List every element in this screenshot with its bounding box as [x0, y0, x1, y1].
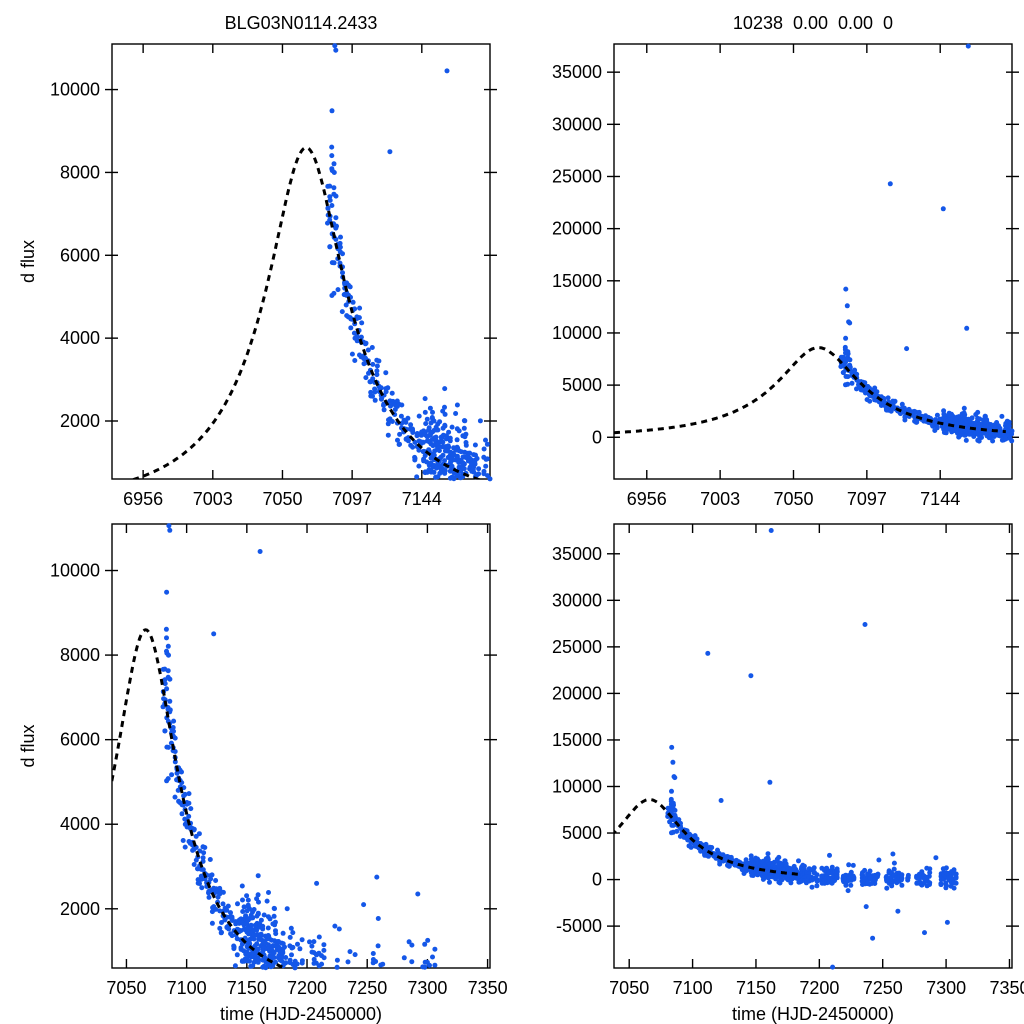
x-tick-label: 7050 [773, 489, 813, 509]
x-tick-label: 7144 [402, 489, 442, 509]
scatter-points [160, 523, 438, 971]
y-tick-label: -5000 [556, 916, 602, 936]
y-tick-label: 2000 [60, 411, 100, 431]
y-tick-label: 5000 [562, 823, 602, 843]
model-curve [614, 346, 1006, 435]
y-tick-label: 35000 [552, 62, 602, 82]
x-tick-label: 7144 [920, 489, 960, 509]
y-axis-label: d flux [18, 724, 38, 767]
y-tick-label: 30000 [552, 114, 602, 134]
x-tick-label: 7097 [847, 489, 887, 509]
x-tick-label: 7200 [287, 978, 327, 998]
y-tick-label: 0 [592, 870, 602, 890]
x-tick-label: 7003 [700, 489, 740, 509]
x-tick-label: 7350 [989, 978, 1024, 998]
x-tick-label: 7200 [799, 978, 839, 998]
x-tick-label: 7300 [407, 978, 447, 998]
y-tick-label: 25000 [552, 637, 602, 657]
x-axis-label: time (HJD-2450000) [220, 1004, 382, 1024]
y-tick-label: 8000 [60, 162, 100, 182]
y-tick-label: 10000 [50, 80, 100, 100]
y-tick-label: 25000 [552, 166, 602, 186]
y-tick-label: 8000 [60, 645, 100, 665]
x-tick-label: 7050 [106, 978, 146, 998]
y-tick-label: 20000 [552, 683, 602, 703]
scatter-points [325, 43, 493, 482]
plot-frame [613, 43, 1013, 480]
x-tick-label: 7350 [468, 978, 508, 998]
y-tick-label: 0 [592, 427, 602, 447]
plot-frame [111, 523, 491, 969]
panel-top-right: 6956 7003 7050 7097 7144 0 5000 10000 15000 20000… [552, 13, 1019, 509]
panel-bottom-right: 7050 7100 7150 7200 7250 7300 7350 -5000 0 5000 10… [552, 523, 1024, 1024]
y-tick-label: 4000 [60, 814, 100, 834]
x-tick-label: 7100 [673, 978, 713, 998]
panel-top-left: 6956 7003 7050 7097 7144 2000 4000 6000 8000 1000… [18, 13, 497, 509]
x-tick-label: 7150 [736, 978, 776, 998]
x-tick-label: 6956 [123, 489, 163, 509]
y-tick-label: 2000 [60, 899, 100, 919]
y-tick-label: 15000 [552, 730, 602, 750]
panel-title: BLG03N0114.2433 [225, 13, 378, 33]
y-tick-label: 35000 [552, 544, 602, 564]
y-tick-label: 4000 [60, 328, 100, 348]
y-tick-label: 10000 [552, 776, 602, 796]
x-tick-label: 7250 [863, 978, 903, 998]
model-curve [614, 797, 802, 876]
y-tick-label: 10000 [552, 323, 602, 343]
x-tick-label: 6956 [627, 489, 667, 509]
plot-frame [111, 43, 491, 480]
x-tick-label: 7003 [193, 489, 233, 509]
scatter-points [665, 528, 959, 970]
x-tick-label: 7150 [227, 978, 267, 998]
y-axis-label: d flux [18, 240, 38, 283]
x-tick-label: 7250 [347, 978, 387, 998]
y-tick-label: 20000 [552, 219, 602, 239]
x-tick-label: 7050 [609, 978, 649, 998]
y-tick-label: 30000 [552, 590, 602, 610]
panel-bottom-left: 7050 7100 7150 7200 7250 7300 7350 2000 4000 6000… [18, 523, 508, 1024]
y-tick-label: 10000 [50, 561, 100, 581]
y-tick-label: 6000 [60, 245, 100, 265]
x-tick-label: 7097 [332, 489, 372, 509]
y-tick-label: 6000 [60, 730, 100, 750]
x-axis-label: time (HJD-2450000) [732, 1004, 894, 1024]
y-tick-label: 15000 [552, 271, 602, 291]
x-tick-label: 7300 [926, 978, 966, 998]
y-tick-label: 5000 [562, 375, 602, 395]
model-curve [130, 146, 482, 479]
scatter-points [838, 43, 1015, 444]
model-curve [112, 628, 289, 968]
plot-frame [613, 523, 1013, 969]
x-tick-label: 7100 [167, 978, 207, 998]
x-tick-label: 7050 [262, 489, 302, 509]
panel-title: 10238 0.00 0.00 0 [733, 13, 893, 33]
